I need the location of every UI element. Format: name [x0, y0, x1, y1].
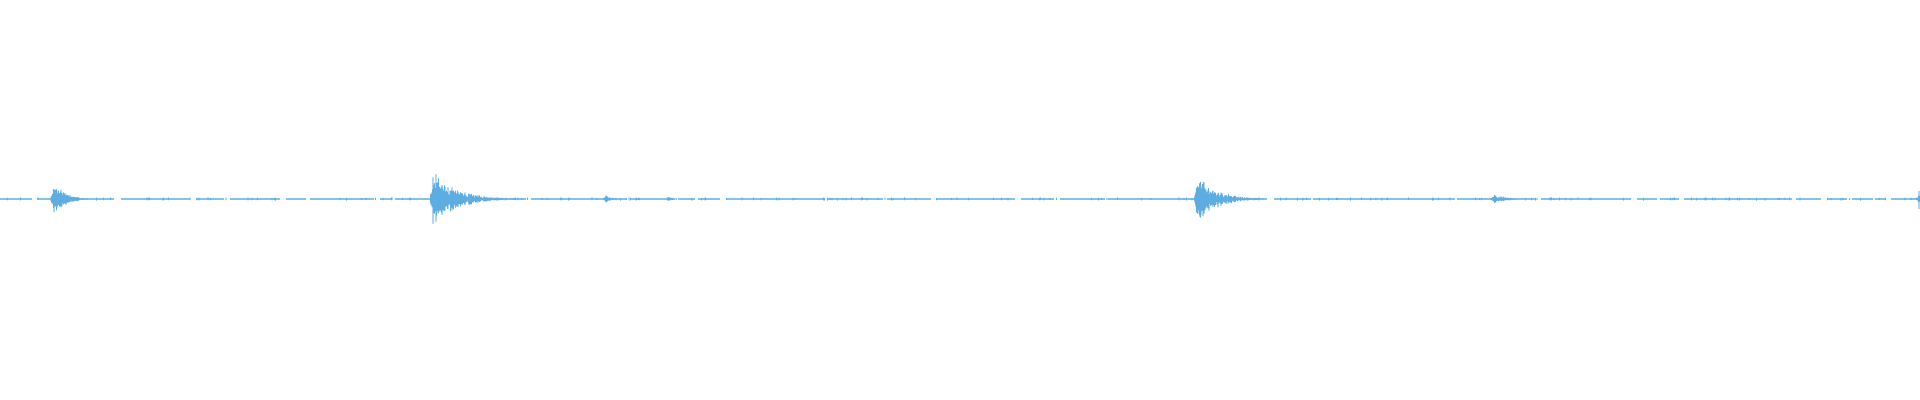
waveform-signal	[7, 174, 1920, 224]
